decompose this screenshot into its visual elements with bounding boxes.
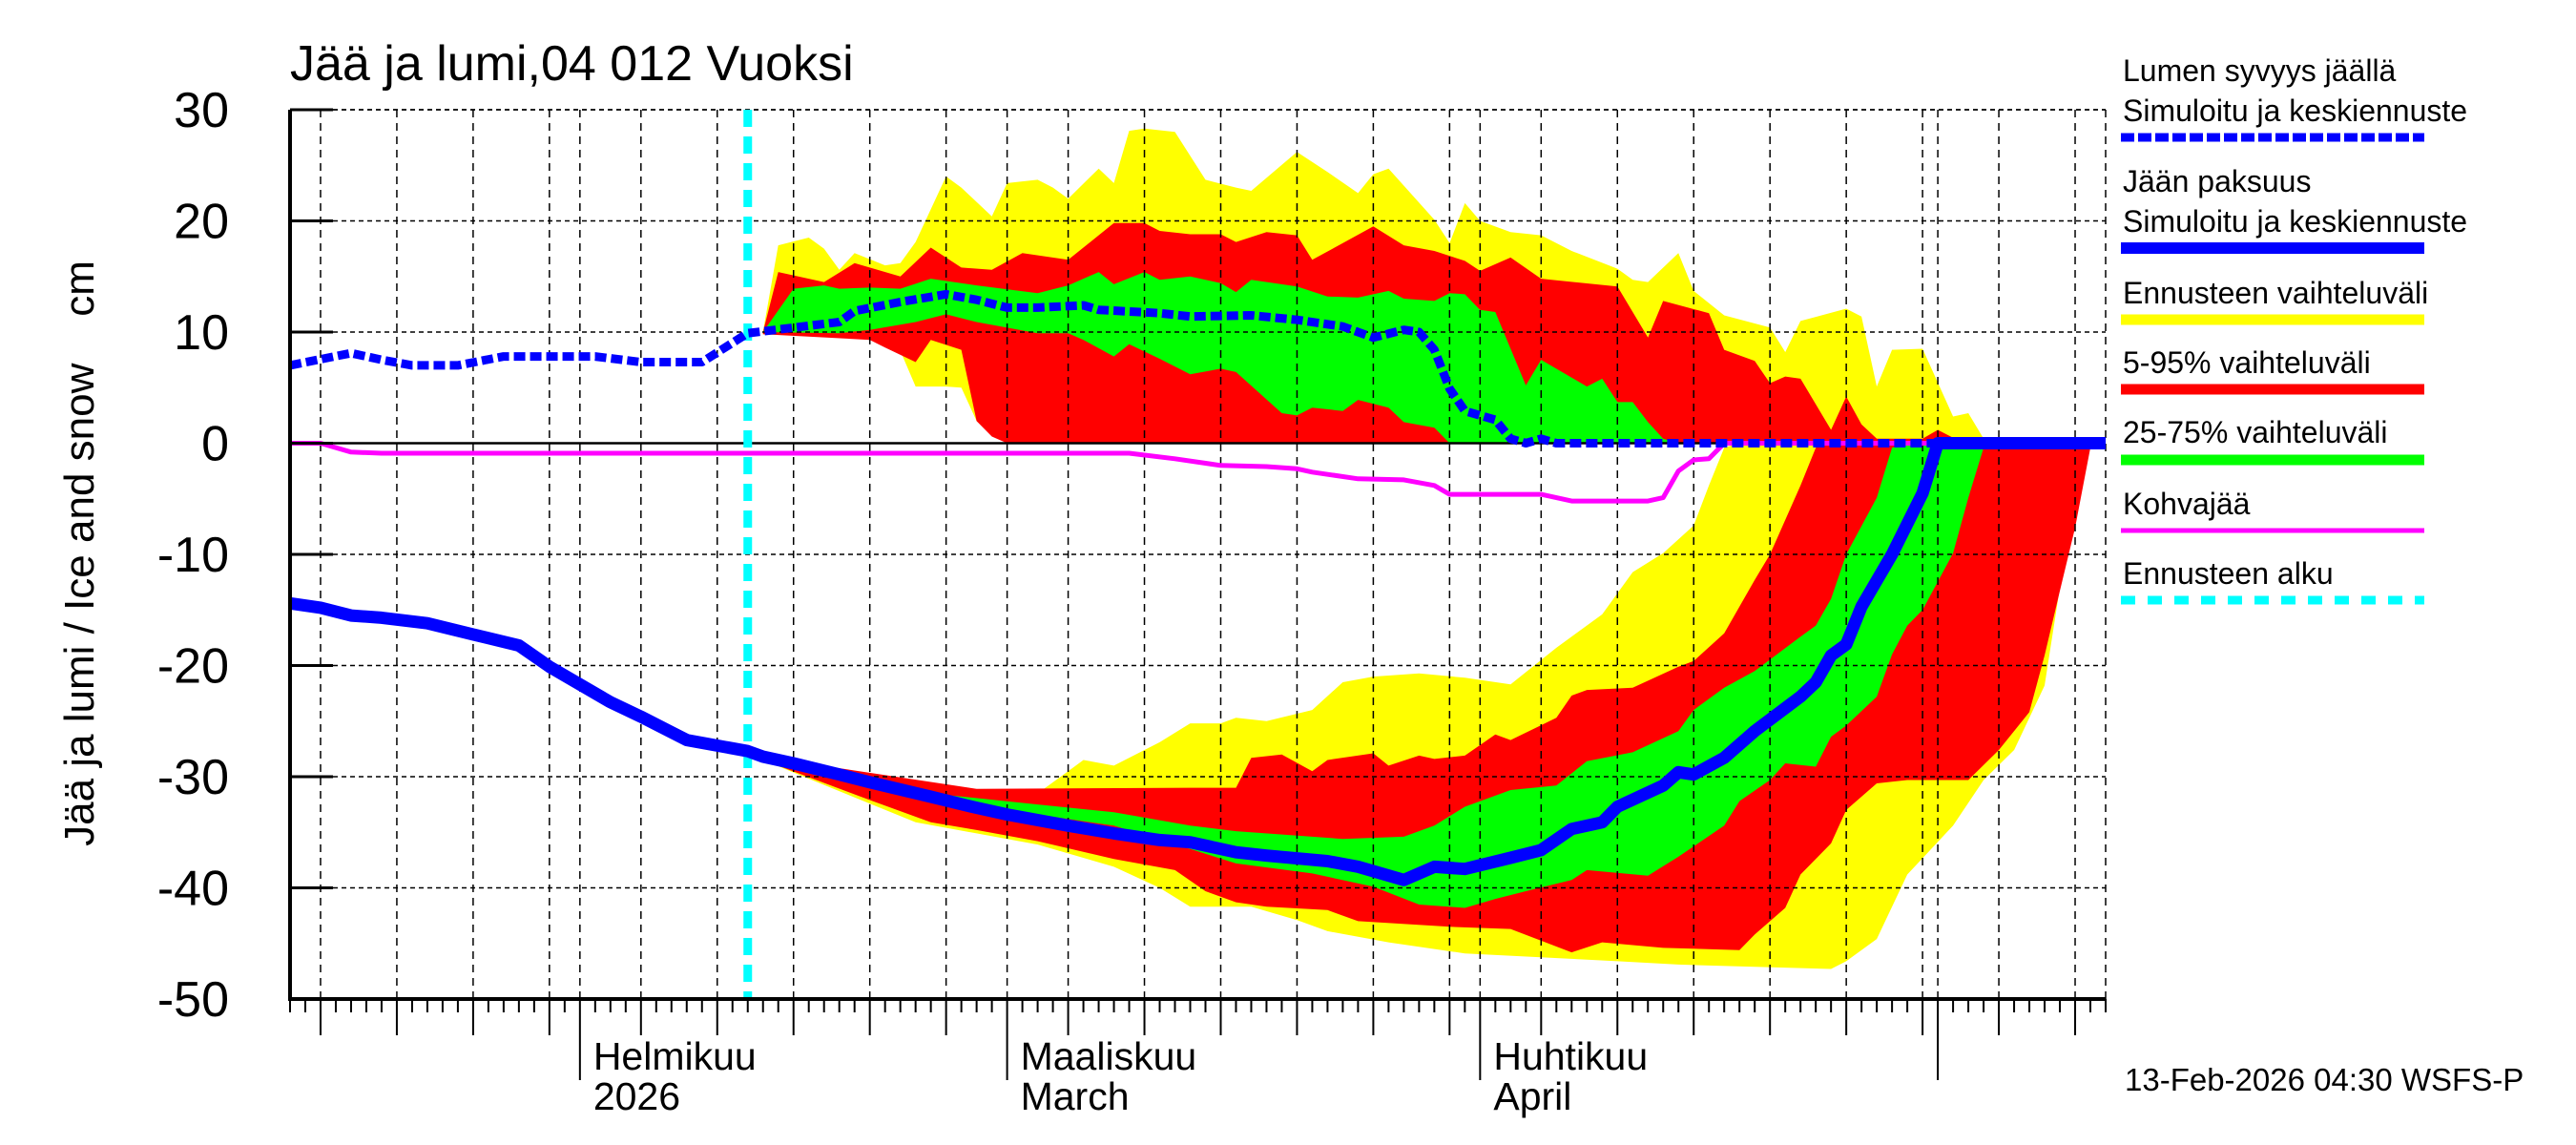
chart-title: Jää ja lumi,04 012 Vuoksi [290, 36, 854, 92]
x-month-label: Helmikuu [593, 1034, 757, 1078]
snow-depth-line [289, 289, 2106, 448]
series-lines [289, 110, 2106, 999]
ice-thickness-line [289, 437, 2106, 886]
legend: Lumen syvyys jäällä Simuloitu ja keskienn… [2121, 53, 2467, 605]
x-month-sublabel: April [1493, 1074, 1571, 1118]
y-axis-label: Jää ja lumi / Ice and snow cm [56, 260, 103, 846]
y-tick-label: -20 [157, 639, 229, 695]
legend-label-range-5-95: 5-95% vaihteluväli [2123, 345, 2371, 380]
y-tick-label: 20 [174, 195, 229, 250]
legend-label-slush-ice: Kohvajää [2123, 487, 2251, 521]
snow-band-25-75 [762, 272, 2107, 444]
x-month-label: Huhtikuu [1493, 1034, 1648, 1078]
x-month-label: Maaliskuu [1021, 1034, 1197, 1078]
legend-label-snow-depth: Lumen syvyys jäällä [2123, 53, 2397, 88]
legend-label-forecast-start: Ennusteen alku [2123, 556, 2334, 591]
y-tick-label: -30 [157, 750, 229, 805]
legend-sublabel-snow-depth: Simuloitu ja keskiennuste [2123, 94, 2467, 128]
forecast-bands [762, 128, 2107, 969]
y-tick-label: 10 [174, 305, 229, 361]
footer-timestamp: 13-Feb-2026 04:30 WSFS-P [2125, 1062, 2524, 1097]
y-tick-label: -50 [157, 972, 229, 1028]
x-month-sublabel: 2026 [593, 1074, 680, 1118]
slush-ice-line [290, 441, 2106, 504]
x-month-sublabel: March [1021, 1074, 1130, 1118]
y-tick-label: -10 [157, 528, 229, 583]
y-tick-label: -40 [157, 862, 229, 917]
legend-label-full-range: Ennusteen vaihteluväli [2123, 276, 2428, 310]
legend-label-range-25-75: 25-75% vaihteluväli [2123, 415, 2388, 449]
legend-sublabel-ice-thickness: Simuloitu ja keskiennuste [2123, 204, 2467, 239]
y-tick-label: 30 [174, 83, 229, 138]
legend-label-ice-thickness: Jään paksuus [2123, 164, 2311, 198]
y-tick-label: 0 [201, 417, 229, 472]
ice-band-25-75 [762, 443, 2107, 908]
